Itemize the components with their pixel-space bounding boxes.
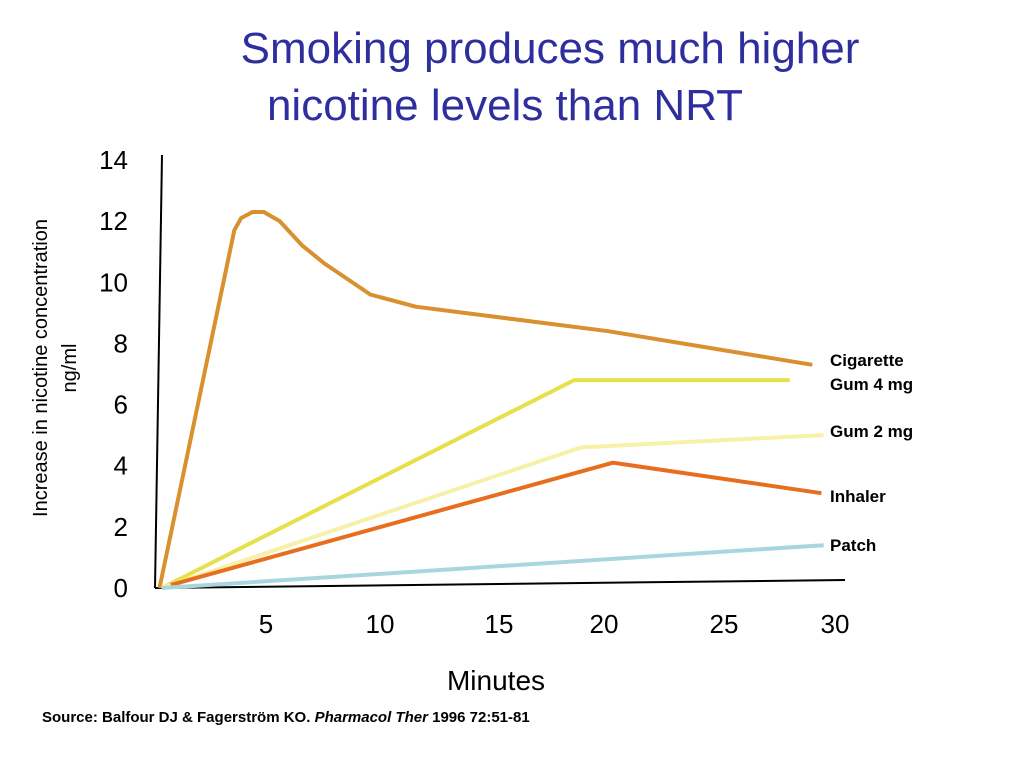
x-axis — [154, 579, 846, 589]
y-tick-label: 10 — [99, 267, 128, 297]
x-tick-label: 20 — [590, 609, 619, 639]
legend-label-inhaler: Inhaler — [830, 487, 886, 506]
y-axis-label-line-1: Increase in nicotine concentration — [30, 219, 52, 517]
y-tick-label: 0 — [114, 573, 128, 603]
series-line-gum-2-mg — [161, 433, 824, 590]
series-line-gum-4-mg — [160, 378, 790, 590]
y-tick-label: 4 — [114, 451, 128, 481]
source-journal: Pharmacol Ther — [314, 709, 428, 726]
x-tick-label: 25 — [710, 609, 739, 639]
y-tick-label: 14 — [99, 145, 128, 175]
source-prefix: Source: Balfour DJ & Fagerström KO. — [42, 709, 311, 726]
legend-label-gum-2-mg: Gum 2 mg — [830, 422, 913, 441]
series-line-cigarette — [157, 210, 813, 589]
x-tick-label: 30 — [821, 609, 850, 639]
legend-label-cigarette: Cigarette — [830, 351, 904, 370]
x-tick-label: 10 — [366, 609, 395, 639]
x-tick-label: 15 — [485, 609, 514, 639]
y-axis — [154, 154, 163, 589]
x-axis-label: Minutes — [447, 665, 545, 696]
series-line-patch — [161, 543, 824, 590]
series-line-inhaler — [170, 460, 822, 587]
y-axis-label: Increase in nicotine concentration ng/ml — [30, 219, 81, 517]
y-tick-label: 6 — [114, 390, 128, 420]
y-tick-label: 12 — [99, 206, 128, 236]
title-line-2: nicotine levels than NRT — [266, 81, 744, 130]
x-tick-label: 5 — [259, 609, 273, 639]
y-axis-label-line-2: ng/ml — [59, 344, 81, 393]
legend-label-patch: Patch — [830, 536, 876, 555]
y-tick-label: 2 — [114, 512, 128, 542]
source-suffix: 1996 72:51-81 — [432, 709, 530, 726]
source-citation: Source: Balfour DJ & Fagerström KO. Phar… — [42, 709, 530, 726]
y-tick-label: 8 — [114, 328, 128, 358]
legend-label-gum-4-mg: Gum 4 mg — [830, 375, 913, 394]
title-line-1: Smoking produces much higher — [240, 24, 860, 73]
